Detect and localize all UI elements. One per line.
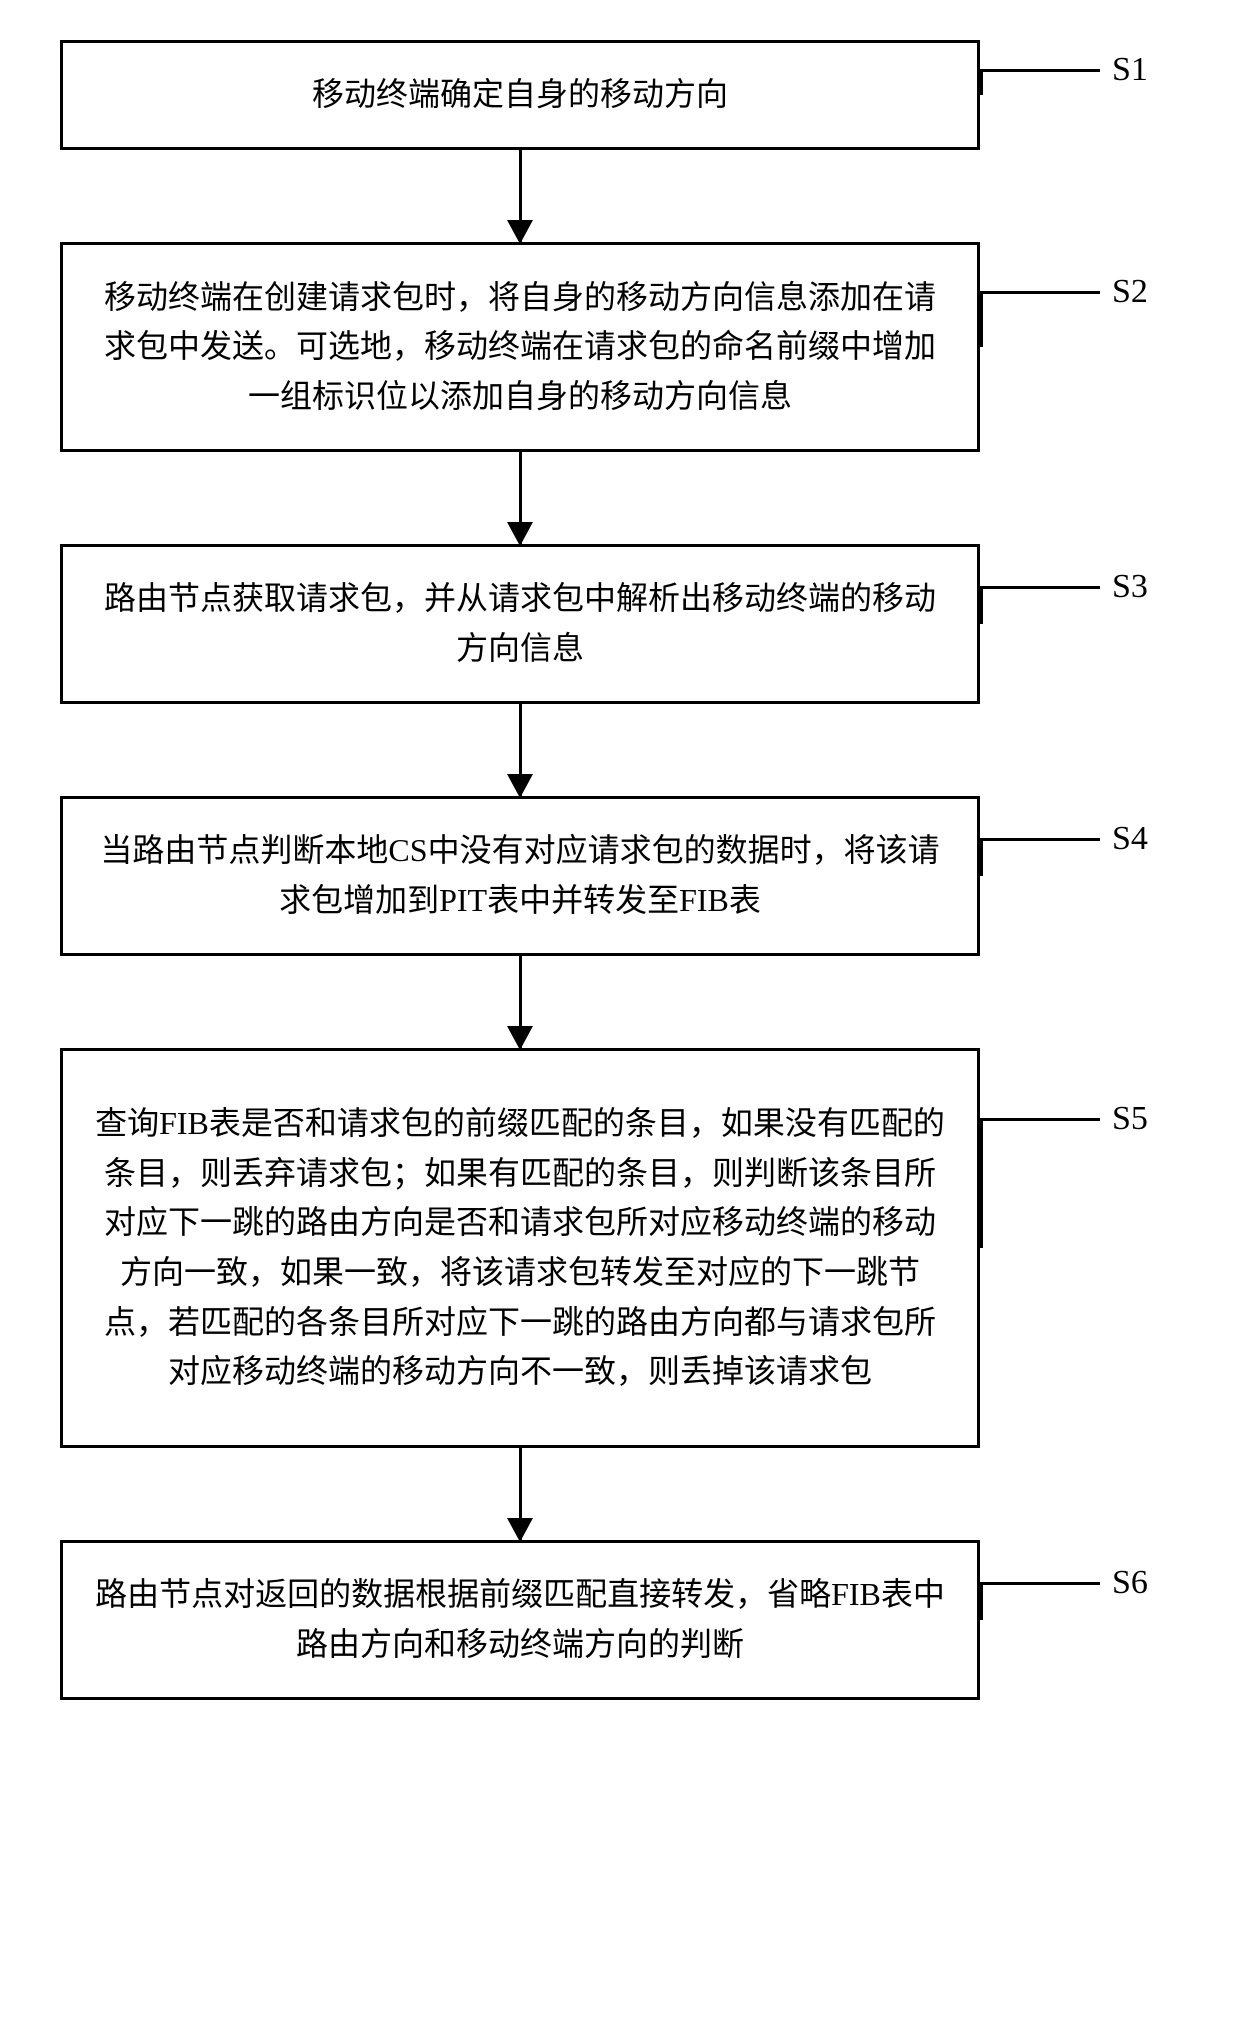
step-label: S4 (1112, 820, 1148, 858)
flow-step-s3: 路由节点获取请求包，并从请求包中解析出移动终端的移动方向信息S3 (60, 544, 1060, 704)
down-arrow-icon (519, 1448, 522, 1540)
down-arrow-icon (519, 150, 522, 242)
arrow-connector (60, 452, 980, 544)
label-lead-line (980, 1118, 1100, 1121)
step-label: S5 (1112, 1100, 1148, 1138)
arrow-connector (60, 956, 980, 1048)
flow-step-s1: 移动终端确定自身的移动方向S1 (60, 40, 1060, 150)
down-arrow-icon (519, 452, 522, 544)
flow-step-s4: 当路由节点判断本地CS中没有对应请求包的数据时，将该请求包增加到PIT表中并转发… (60, 796, 1060, 956)
step-box: 路由节点获取请求包，并从请求包中解析出移动终端的移动方向信息 (60, 544, 980, 704)
step-label: S2 (1112, 273, 1148, 311)
down-arrow-icon (519, 704, 522, 796)
flow-step-s5: 查询FIB表是否和请求包的前缀匹配的条目，如果没有匹配的条目，则丢弃请求包；如果… (60, 1048, 1060, 1448)
down-arrow-icon (519, 956, 522, 1048)
step-box: 查询FIB表是否和请求包的前缀匹配的条目，如果没有匹配的条目，则丢弃请求包；如果… (60, 1048, 980, 1448)
step-label: S6 (1112, 1564, 1148, 1602)
step-box: 移动终端确定自身的移动方向 (60, 40, 980, 150)
step-box: 路由节点对返回的数据根据前缀匹配直接转发，省略FIB表中路由方向和移动终端方向的… (60, 1540, 980, 1700)
label-lead-line (980, 586, 1100, 589)
flow-step-s2: 移动终端在创建请求包时，将自身的移动方向信息添加在请求包中发送。可选地，移动终端… (60, 242, 1060, 452)
step-label: S1 (1112, 51, 1148, 89)
flow-step-s6: 路由节点对返回的数据根据前缀匹配直接转发，省略FIB表中路由方向和移动终端方向的… (60, 1540, 1060, 1700)
label-lead-line (980, 1582, 1100, 1585)
arrow-connector (60, 1448, 980, 1540)
step-box: 当路由节点判断本地CS中没有对应请求包的数据时，将该请求包增加到PIT表中并转发… (60, 796, 980, 956)
arrow-connector (60, 150, 980, 242)
step-label: S3 (1112, 568, 1148, 606)
label-lead-line (980, 69, 1100, 72)
arrow-connector (60, 704, 980, 796)
flowchart-container: 移动终端确定自身的移动方向S1 移动终端在创建请求包时，将自身的移动方向信息添加在… (60, 40, 1060, 1700)
step-box: 移动终端在创建请求包时，将自身的移动方向信息添加在请求包中发送。可选地，移动终端… (60, 242, 980, 452)
label-lead-line (980, 838, 1100, 841)
label-lead-line (980, 291, 1100, 294)
